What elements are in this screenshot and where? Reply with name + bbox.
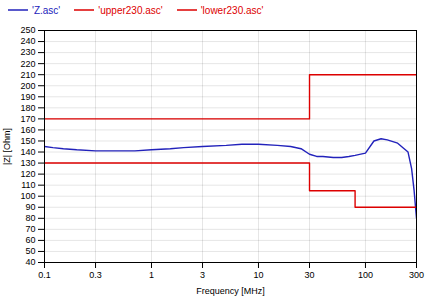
- html-text:'lower230.asc': 'lower230.asc': [200, 4, 264, 16]
- svg-text:3: 3: [200, 270, 205, 280]
- svg-text:210: 210: [20, 70, 35, 80]
- svg-text:170: 170: [20, 114, 35, 124]
- svg-text:130: 130: [20, 158, 35, 168]
- svg-text:100: 100: [358, 270, 373, 280]
- svg-text:120: 120: [20, 169, 35, 179]
- svg-text:50: 50: [25, 246, 35, 256]
- svg-text:0.1: 0.1: [38, 270, 51, 280]
- svg-text:30: 30: [305, 270, 315, 280]
- svg-text:|Z| [Ohm]: |Z| [Ohm]: [2, 128, 12, 165]
- svg-text:230: 230: [20, 47, 35, 57]
- svg-text:220: 220: [20, 59, 35, 69]
- svg-text:70: 70: [25, 224, 35, 234]
- svg-text:190: 190: [20, 92, 35, 102]
- svg-text:250: 250: [20, 25, 35, 35]
- svg-text:40: 40: [25, 257, 35, 267]
- html-text:'upper230.asc': 'upper230.asc': [98, 4, 163, 16]
- svg-text:0.3: 0.3: [89, 270, 102, 280]
- html-text:'Z.asc': 'Z.asc': [32, 4, 61, 16]
- svg-text:300: 300: [409, 270, 424, 280]
- svg-text:240: 240: [20, 36, 35, 46]
- svg-text:80: 80: [25, 213, 35, 223]
- svg-text:140: 140: [20, 147, 35, 157]
- svg-text:10: 10: [253, 270, 263, 280]
- svg-text:60: 60: [25, 235, 35, 245]
- svg-text:150: 150: [20, 136, 35, 146]
- svg-text:180: 180: [20, 103, 35, 113]
- svg-text:160: 160: [20, 125, 35, 135]
- svg-text:100: 100: [20, 191, 35, 201]
- svg-text:Frequency [MHz]: Frequency [MHz]: [196, 286, 265, 296]
- svg-text:90: 90: [25, 202, 35, 212]
- svg-text:110: 110: [21, 180, 35, 190]
- svg-text:1: 1: [149, 270, 154, 280]
- svg-text:200: 200: [20, 81, 35, 91]
